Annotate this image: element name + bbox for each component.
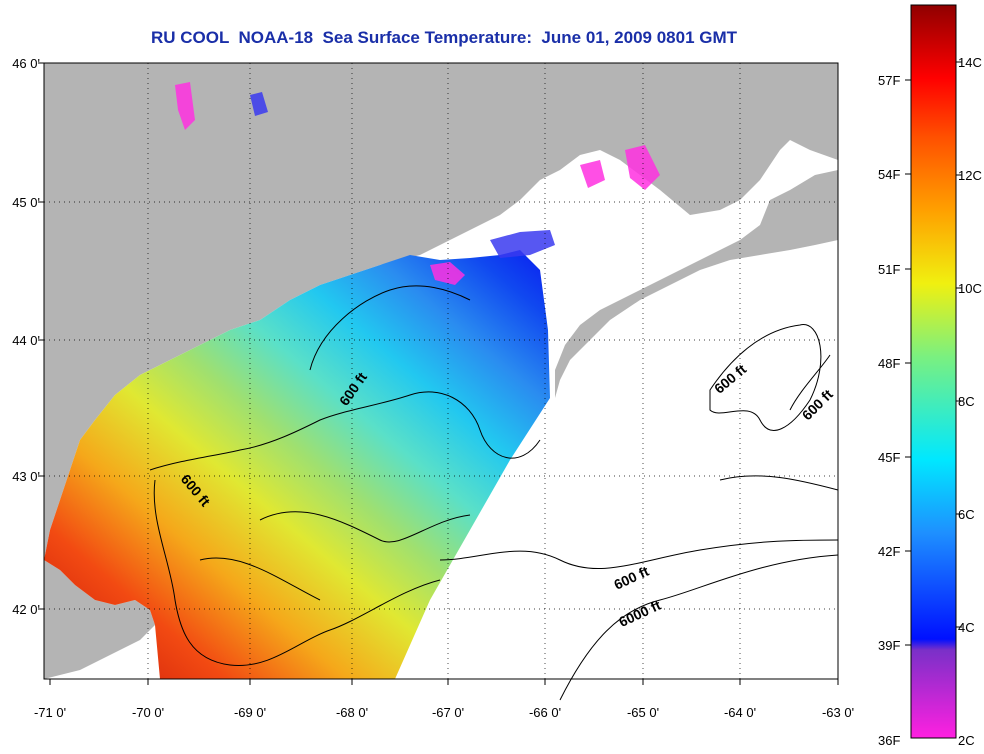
- land-cape-cod: [44, 560, 155, 679]
- cloud-patch: [490, 230, 555, 258]
- colorbar-f-label: 42F: [878, 544, 901, 559]
- lat-label: 46 0': [12, 56, 40, 71]
- sst-swath: [44, 250, 550, 679]
- colorbar-f-label: 51F: [878, 262, 901, 277]
- land-nova-scotia-north: [750, 90, 838, 160]
- land-nova-scotia: [555, 170, 838, 398]
- color-bar-ticks: [905, 61, 962, 646]
- depth-contours: [149, 285, 839, 701]
- colorbar-c-label: 4C: [958, 620, 975, 635]
- map-title: RU COOL NOAA-18 Sea Surface Temperature:…: [150, 28, 738, 47]
- lon-label: -68 0': [335, 705, 369, 720]
- lat-label: 43 0': [12, 469, 40, 484]
- lon-label: -67 0': [431, 705, 465, 720]
- colorbar-f-label: 45F: [878, 450, 901, 465]
- lon-label: -70 0': [131, 705, 165, 720]
- cloud-patch: [430, 262, 465, 285]
- colorbar-c-label: 14C: [958, 55, 982, 70]
- lat-label: 44 0': [12, 333, 40, 348]
- colorbar-f-label: 36F: [878, 733, 901, 748]
- lon-label: -63 0': [821, 705, 855, 720]
- colorbar-c-label: 10C: [958, 281, 982, 296]
- lon-label: -65 0': [626, 705, 660, 720]
- lat-label: 45 0': [12, 195, 40, 210]
- colorbar-c-label: 12C: [958, 168, 982, 183]
- colorbar-c-label: 8C: [958, 394, 975, 409]
- land-new-england: [44, 63, 838, 560]
- colorbar-f-label: 57F: [878, 73, 901, 88]
- axis-ticks: [38, 62, 839, 685]
- colorbar-c-label: 6C: [958, 507, 975, 522]
- lon-label: -66 0': [528, 705, 562, 720]
- map-border: [43, 62, 839, 680]
- colorbar-f-label: 39F: [878, 638, 901, 653]
- color-bar: [910, 4, 957, 739]
- cloud-patch: [580, 160, 605, 188]
- lat-label: 42 0': [12, 602, 40, 617]
- lon-label: -69 0': [233, 705, 267, 720]
- cloud-patch: [250, 92, 268, 116]
- colorbar-f-label: 48F: [878, 356, 901, 371]
- lon-label: -64 0': [723, 705, 757, 720]
- cloud-patch: [625, 145, 660, 190]
- colorbar-c-label: 2C: [958, 733, 975, 748]
- colorbar-f-label: 54F: [878, 167, 901, 182]
- cloud-patch: [175, 82, 195, 130]
- lon-label: -71 0': [33, 705, 67, 720]
